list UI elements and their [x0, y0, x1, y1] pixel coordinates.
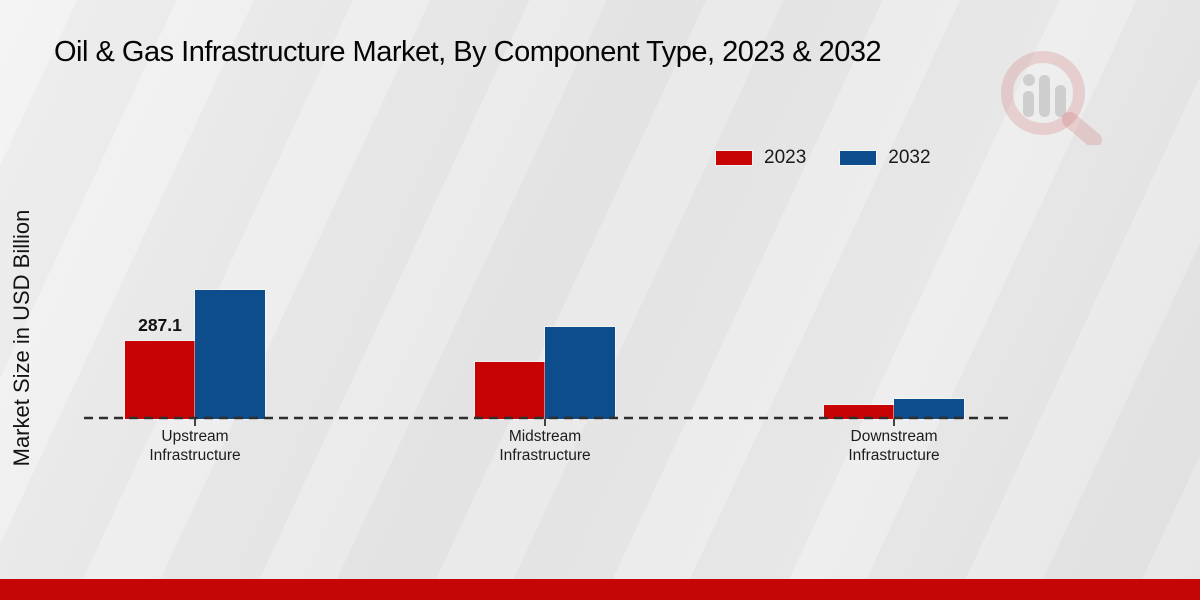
bar-2032-category-2	[894, 399, 964, 419]
x-axis-category-label: Upstream Infrastructure	[149, 428, 241, 465]
bar-2023-category-2	[824, 405, 894, 419]
bar-2032-category-0	[195, 290, 265, 419]
bar-2023-category-0	[125, 341, 195, 419]
legend-label-2023: 2023	[764, 147, 807, 168]
magnifier-ring	[1001, 51, 1085, 135]
y-axis-title: Market Size in USD Billion	[9, 209, 34, 467]
magnifier-bar-chart-logo-icon	[1001, 51, 1102, 145]
legend: 2023 2032	[716, 147, 931, 169]
chart-title: Oil & Gas Infrastructure Market, By Comp…	[54, 36, 882, 68]
magnifier-handle	[1062, 112, 1102, 145]
x-axis-category-label: Midstream Infrastructure	[499, 428, 591, 465]
legend-item-2023: 2023	[716, 147, 806, 169]
legend-item-2032: 2032	[840, 147, 931, 169]
legend-swatch-2023	[716, 151, 752, 165]
bar-2023-category-1	[475, 362, 545, 419]
legend-swatch-2032	[840, 151, 877, 165]
bar-value-label: 287.1	[138, 315, 182, 335]
x-axis-tick	[893, 419, 895, 426]
x-axis-tick	[194, 419, 196, 426]
bar-2032-category-1	[545, 327, 615, 419]
x-axis-tick	[544, 419, 546, 426]
legend-label-2032: 2032	[888, 147, 931, 168]
logo-bars	[1023, 74, 1066, 117]
x-axis-category-label: Downstream Infrastructure	[848, 428, 940, 465]
footer-accent-bar	[0, 579, 1200, 600]
